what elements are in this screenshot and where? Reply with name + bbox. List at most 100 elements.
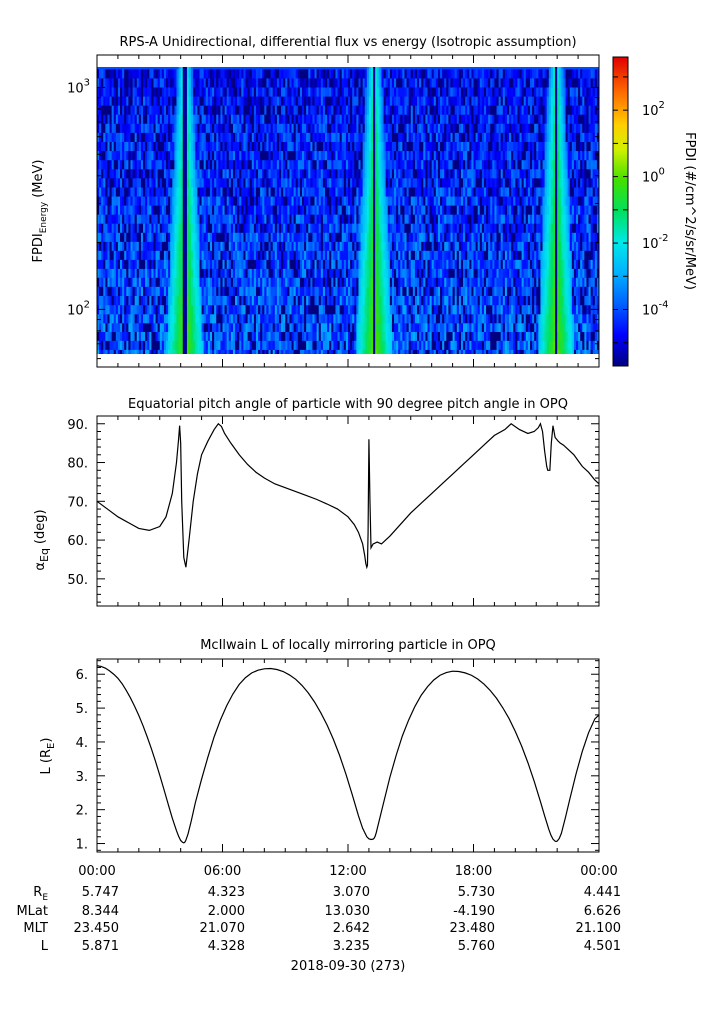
heatmap-cell	[335, 241, 338, 251]
heatmap-cell	[230, 67, 234, 70]
heatmap-cell	[278, 295, 282, 306]
heatmap-cell	[222, 68, 225, 79]
heatmap-cell	[266, 295, 269, 306]
heatmap-cell	[322, 187, 326, 197]
heatmap-cell	[274, 159, 278, 170]
heatmap-cell	[287, 304, 290, 315]
heatmap-cell	[251, 313, 255, 324]
heatmap-cell	[371, 322, 374, 332]
heatmap-cell	[107, 331, 110, 341]
heatmap-cell	[115, 168, 119, 179]
heatmap-cell	[350, 196, 353, 206]
heatmap-cell	[206, 358, 208, 366]
heatmap-cell	[301, 96, 305, 106]
heatmap-cell	[289, 277, 292, 287]
heatmap-cell	[111, 150, 115, 161]
heatmap-cell	[391, 132, 395, 142]
heatmap-cell	[203, 67, 207, 70]
heatmap-cell	[343, 250, 347, 260]
heatmap-cell	[396, 304, 399, 315]
heatmap-cell	[120, 105, 123, 115]
heatmap-cell	[126, 214, 129, 224]
heatmap-cell	[224, 295, 228, 306]
heatmap-cell	[199, 105, 202, 115]
heatmap-cell	[101, 232, 104, 242]
heatmap-cell	[203, 304, 207, 315]
heatmap-cell	[136, 349, 140, 354]
heatmap-cell	[138, 250, 142, 260]
heatmap-cell	[266, 304, 269, 315]
heatmap-cell	[341, 277, 345, 287]
heatmap-cell	[276, 295, 280, 306]
heatmap-cell	[352, 67, 355, 70]
heatmap-cell	[243, 205, 246, 215]
heatmap-cell	[293, 304, 297, 315]
heatmap-cell	[176, 123, 179, 133]
heatmap-cell	[235, 78, 238, 88]
heatmap-cell	[262, 78, 265, 88]
heatmap-cell	[396, 68, 399, 79]
heatmap-cell	[322, 87, 326, 97]
heatmap-cell	[220, 223, 223, 233]
heatmap-cell	[381, 87, 384, 97]
heatmap-cell	[324, 187, 328, 197]
heatmap-cell	[314, 340, 318, 350]
heatmap-cell	[281, 331, 284, 341]
heatmap-cell	[343, 277, 347, 287]
heatmap-cell	[339, 68, 343, 79]
heatmap-cell	[124, 313, 127, 324]
heatmap-cell	[172, 114, 175, 124]
heatmap-cell	[339, 313, 343, 324]
heatmap-cell	[304, 340, 307, 350]
heatmap-cell	[385, 259, 389, 269]
heatmap-cell	[379, 141, 382, 152]
heatmap-cell	[260, 322, 263, 332]
heatmap-cell	[122, 67, 125, 70]
heatmap-cell	[310, 322, 313, 332]
heatmap-cell	[301, 177, 305, 188]
heatmap-cell	[115, 214, 119, 224]
heatmap-cell	[161, 241, 165, 251]
heatmap-cell	[134, 105, 138, 115]
heatmap-cell	[113, 232, 117, 242]
heatmap-cell	[237, 150, 240, 161]
heatmap-cell	[199, 78, 202, 88]
heatmap-cell	[327, 286, 330, 296]
heatmap-cell	[366, 78, 370, 88]
heatmap-cell	[99, 196, 102, 206]
heatmap-cell	[182, 114, 186, 124]
heatmap-cell	[105, 286, 108, 296]
heatmap-cell	[212, 304, 215, 315]
heatmap-cell	[281, 105, 284, 115]
heatmap-cell	[147, 87, 150, 97]
heatmap-cell	[249, 349, 253, 354]
heatmap-cell	[389, 304, 393, 315]
heatmap-cell	[394, 295, 397, 306]
heatmap-cell	[166, 78, 169, 88]
heatmap-cell	[379, 132, 382, 142]
heatmap-cell	[247, 78, 251, 88]
heatmap-cell	[243, 68, 246, 79]
heatmap-cell	[220, 141, 223, 152]
heatmap-cell	[373, 187, 376, 197]
heatmap-cell	[203, 214, 207, 224]
heatmap-cell	[251, 87, 255, 97]
heatmap-cell	[145, 168, 148, 179]
heatmap-cell	[122, 340, 125, 350]
heatmap-cell	[348, 223, 351, 233]
heatmap-cell	[343, 105, 347, 115]
heatmap-cell	[228, 223, 232, 233]
heatmap-cell	[155, 87, 159, 97]
heatmap-cell	[195, 349, 198, 354]
heatmap-cell	[310, 241, 313, 251]
heatmap-cell	[371, 187, 374, 197]
heatmap-cell	[358, 96, 361, 106]
heatmap-cell	[224, 187, 228, 197]
heatmap-cell	[389, 150, 393, 161]
heatmap-cell	[335, 132, 338, 142]
heatmap-cell	[306, 150, 309, 161]
heatmap-cell	[251, 277, 255, 287]
heatmap-cell	[320, 286, 324, 296]
heatmap-cell	[268, 250, 272, 260]
heatmap-cell	[186, 259, 190, 269]
